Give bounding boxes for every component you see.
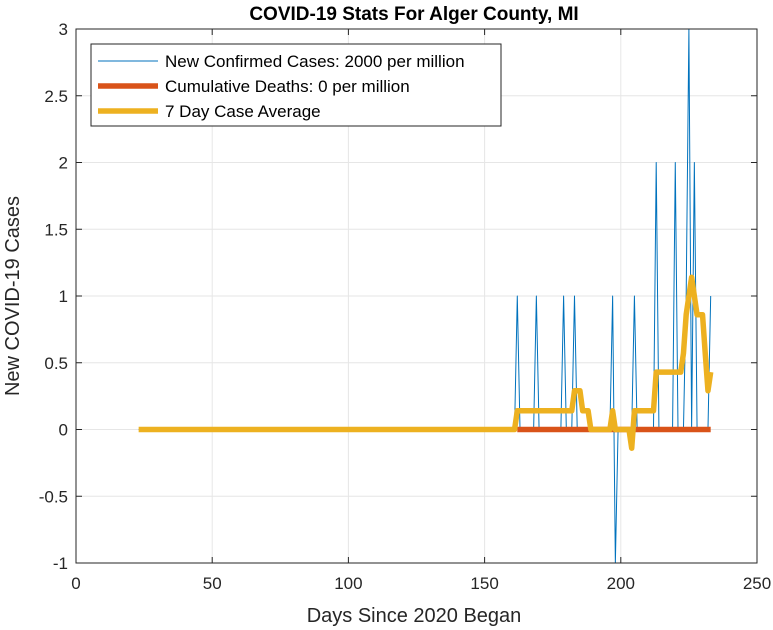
y-tick-label: 3: [59, 20, 68, 39]
x-tick-label: 0: [71, 574, 80, 593]
axes-box: [75, 28, 758, 564]
legend-label-7-day-average: 7 Day Case Average: [165, 102, 321, 121]
x-axis-label: Days Since 2020 Began: [307, 605, 522, 627]
y-tick-label: 0: [59, 421, 68, 440]
x-tick-label: 150: [470, 574, 498, 593]
y-tick-label: 0.5: [44, 354, 68, 373]
x-tick-label: 100: [334, 574, 362, 593]
legend-label-cumulative-deaths: Cumulative Deaths: 0 per million: [165, 77, 410, 96]
x-tick-label: 200: [607, 574, 635, 593]
x-tick-label: 250: [743, 574, 771, 593]
legend: New Confirmed Cases: 2000 per million Cu…: [90, 43, 502, 127]
y-tick-label: 2.5: [44, 87, 68, 106]
y-axis-label: New COVID-19 Cases: [2, 196, 24, 396]
series-lines: [138, 28, 714, 564]
y-tick-label: 2: [59, 154, 68, 173]
x-tick-label: 50: [203, 574, 222, 593]
legend-box: [90, 43, 502, 127]
series-line-7-day-average: [138, 274, 714, 451]
y-tick-label: 1.5: [44, 220, 68, 239]
chart-title: COVID-19 Stats For Alger County, MI: [249, 4, 578, 25]
y-tick-label: 1: [59, 287, 68, 306]
legend-label-new-cases: New Confirmed Cases: 2000 per million: [165, 52, 465, 71]
y-tick-label: -0.5: [39, 487, 68, 506]
tick-labels: 0 50 100 150 200 250 -1 -0.5 0 0.5 1 1.5 2 2.5 3: [39, 20, 771, 593]
y-tick-label: -1: [53, 554, 68, 573]
